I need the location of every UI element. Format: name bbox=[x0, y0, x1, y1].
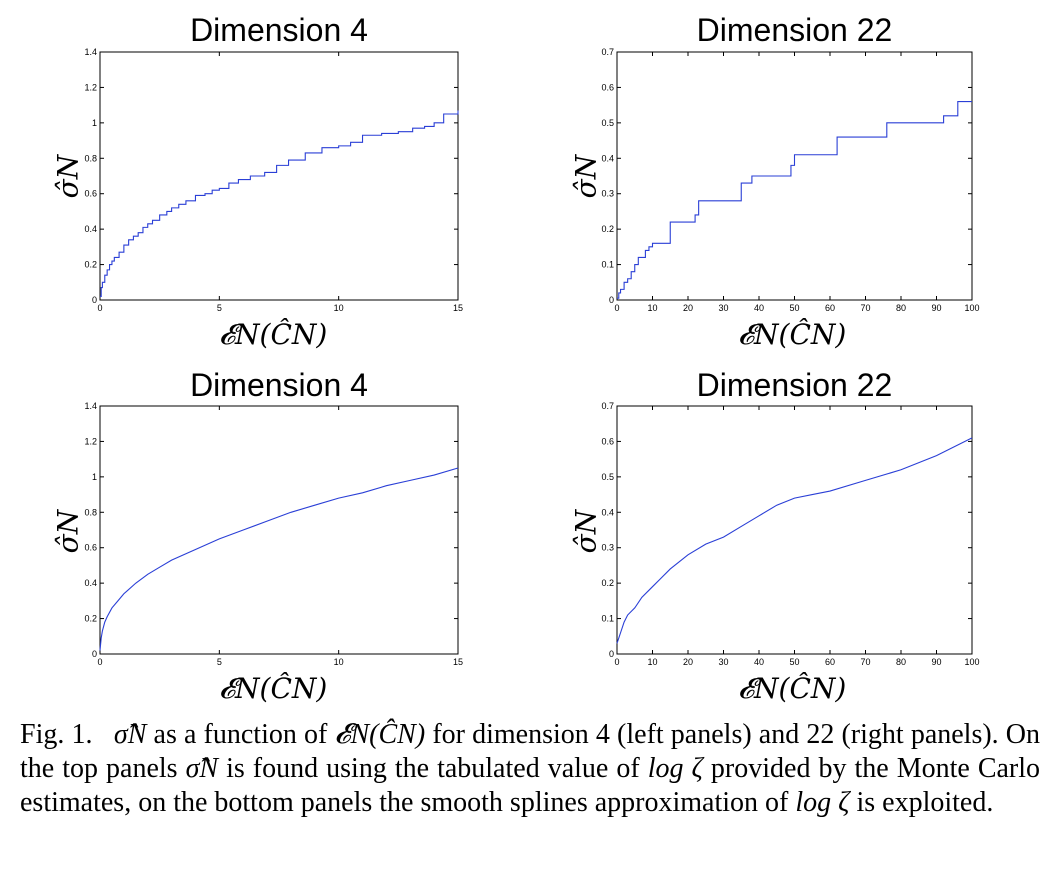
y-tick-label: 0.6 bbox=[84, 543, 97, 553]
y-tick-label: 0.2 bbox=[601, 578, 614, 588]
x-tick-label: 50 bbox=[789, 657, 799, 667]
x-tick-label: 40 bbox=[754, 303, 764, 313]
y-tick-label: 0.1 bbox=[601, 614, 614, 624]
y-tick-label: 0.2 bbox=[84, 260, 97, 270]
x-tick-label: 40 bbox=[754, 657, 764, 667]
y-tick-label: 0.6 bbox=[601, 82, 614, 92]
x-axis-label: 𝓔N(ĈN) bbox=[219, 318, 328, 351]
x-tick-label: 30 bbox=[718, 303, 728, 313]
x-axis-label: 𝓔N(ĈN) bbox=[738, 672, 847, 705]
y-tick-label: 0 bbox=[609, 295, 614, 305]
y-tick-label: 0.6 bbox=[84, 189, 97, 199]
y-tick-label: 0.1 bbox=[601, 260, 614, 270]
x-axis-label: 𝓔N(ĈN) bbox=[738, 318, 847, 351]
y-tick-label: 0.4 bbox=[84, 578, 97, 588]
y-tick-label: 0.7 bbox=[601, 47, 614, 57]
y-tick-label: 0.3 bbox=[601, 543, 614, 553]
x-tick-label: 5 bbox=[217, 303, 222, 313]
x-tick-label: 5 bbox=[217, 657, 222, 667]
x-tick-label: 0 bbox=[614, 657, 619, 667]
y-tick-label: 0.8 bbox=[84, 507, 97, 517]
figure-caption: Fig. 1. σ̂N as a function of 𝓔N(ĈN) for … bbox=[20, 718, 1040, 820]
y-tick-label: 0.4 bbox=[84, 224, 97, 234]
caption-text-3: is found using the tabulated value of bbox=[226, 753, 640, 784]
plot-area: 0 10 20 30 40 50 60 70 80 90 100 0 0.1 0.2 0.3 0.4 0.5 0.… bbox=[601, 47, 979, 313]
x-tick-label: 90 bbox=[931, 657, 941, 667]
series-line bbox=[616, 437, 973, 644]
y-tick-label: 0.6 bbox=[601, 436, 614, 446]
y-axis-label: σ̂N bbox=[569, 509, 603, 554]
y-tick-label: 1.4 bbox=[84, 47, 97, 57]
x-tick-label: 70 bbox=[860, 657, 870, 667]
x-tick-label: 80 bbox=[896, 303, 906, 313]
chart-title: Dimension 4 bbox=[190, 367, 368, 403]
series-line bbox=[99, 467, 459, 651]
plot-frame bbox=[616, 405, 973, 655]
y-tick-label: 0 bbox=[92, 649, 97, 659]
y-tick-label: 0.2 bbox=[601, 224, 614, 234]
x-tick-label: 20 bbox=[683, 657, 693, 667]
y-tick-label: 0.5 bbox=[601, 118, 614, 128]
y-axis-label: σ̂N bbox=[51, 509, 85, 554]
y-tick-label: 0.2 bbox=[84, 614, 97, 624]
x-tick-label: 0 bbox=[614, 303, 619, 313]
x-tick-label: 20 bbox=[683, 303, 693, 313]
x-tick-label: 10 bbox=[334, 303, 344, 313]
x-tick-label: 60 bbox=[825, 657, 835, 667]
caption-sigma: σ̂N bbox=[113, 719, 147, 750]
plot-frame bbox=[616, 51, 973, 301]
caption-text-5: is exploited. bbox=[856, 787, 994, 818]
y-axis-label: σ̂N bbox=[569, 154, 603, 199]
x-tick-label: 10 bbox=[334, 657, 344, 667]
x-tick-label: 10 bbox=[647, 657, 657, 667]
y-axis-label: σ̂N bbox=[51, 154, 85, 199]
plot-area: 0 5 10 15 0 0.2 0.4 0.6 0.8 1 1.2 1.4 bbox=[84, 47, 463, 313]
x-tick-label: 15 bbox=[453, 657, 463, 667]
x-tick-label: 80 bbox=[896, 657, 906, 667]
x-tick-label: 60 bbox=[825, 303, 835, 313]
x-tick-label: 30 bbox=[718, 657, 728, 667]
y-tick-label: 1.4 bbox=[84, 401, 97, 411]
x-tick-label: 70 bbox=[860, 303, 870, 313]
y-tick-label: 0.3 bbox=[601, 189, 614, 199]
caption-text-2: for dimension 4 (left panels) and 22 (ri… bbox=[20, 719, 1041, 784]
plot-area: 0 10 20 30 40 50 60 70 80 90 100 0 0.1 0.2 0.3 0.4 0.5 0.… bbox=[601, 401, 979, 667]
y-tick-label: 0 bbox=[609, 649, 614, 659]
x-tick-label: 50 bbox=[789, 303, 799, 313]
plot-frame bbox=[99, 405, 459, 655]
chart-title: Dimension 22 bbox=[696, 367, 893, 403]
plot-frame bbox=[99, 51, 459, 301]
series-line bbox=[100, 110, 459, 298]
caption-text-4: provided by the Monte Carlo estimates, o… bbox=[20, 753, 1041, 818]
y-tick-label: 1.2 bbox=[84, 436, 97, 446]
x-tick-label: 0 bbox=[97, 657, 102, 667]
x-tick-label: 100 bbox=[964, 657, 979, 667]
chart-title: Dimension 4 bbox=[190, 12, 368, 48]
x-tick-label: 100 bbox=[964, 303, 979, 313]
series-line bbox=[617, 101, 972, 299]
y-tick-label: 1.2 bbox=[84, 82, 97, 92]
y-tick-label: 0.7 bbox=[601, 401, 614, 411]
chart-title: Dimension 22 bbox=[696, 12, 893, 48]
x-tick-label: 90 bbox=[931, 303, 941, 313]
y-tick-label: 0.4 bbox=[601, 153, 614, 163]
y-tick-label: 0.8 bbox=[84, 153, 97, 163]
y-tick-label: 1 bbox=[92, 118, 97, 128]
x-axis-label: 𝓔N(ĈN) bbox=[219, 672, 328, 705]
x-tick-label: 15 bbox=[453, 303, 463, 313]
caption-text-1: as a function of bbox=[153, 719, 328, 750]
caption-energy: 𝓔N(ĈN) bbox=[334, 719, 426, 750]
x-tick-label: 10 bbox=[647, 303, 657, 313]
caption-prefix: Fig. 1. bbox=[20, 719, 93, 750]
caption-sigma-2: σ̂N bbox=[185, 753, 219, 784]
caption-log-zeta-2: log ζ bbox=[795, 787, 850, 818]
y-tick-label: 0.5 bbox=[601, 472, 614, 482]
x-tick-label: 0 bbox=[97, 303, 102, 313]
y-tick-label: 0.4 bbox=[601, 507, 614, 517]
y-tick-label: 1 bbox=[92, 472, 97, 482]
plot-area: 0 5 10 15 0 0.2 0.4 0.6 0.8 1 1.2 1.4 bbox=[84, 401, 463, 667]
caption-log-zeta: log ζ bbox=[647, 753, 703, 784]
y-tick-label: 0 bbox=[92, 295, 97, 305]
